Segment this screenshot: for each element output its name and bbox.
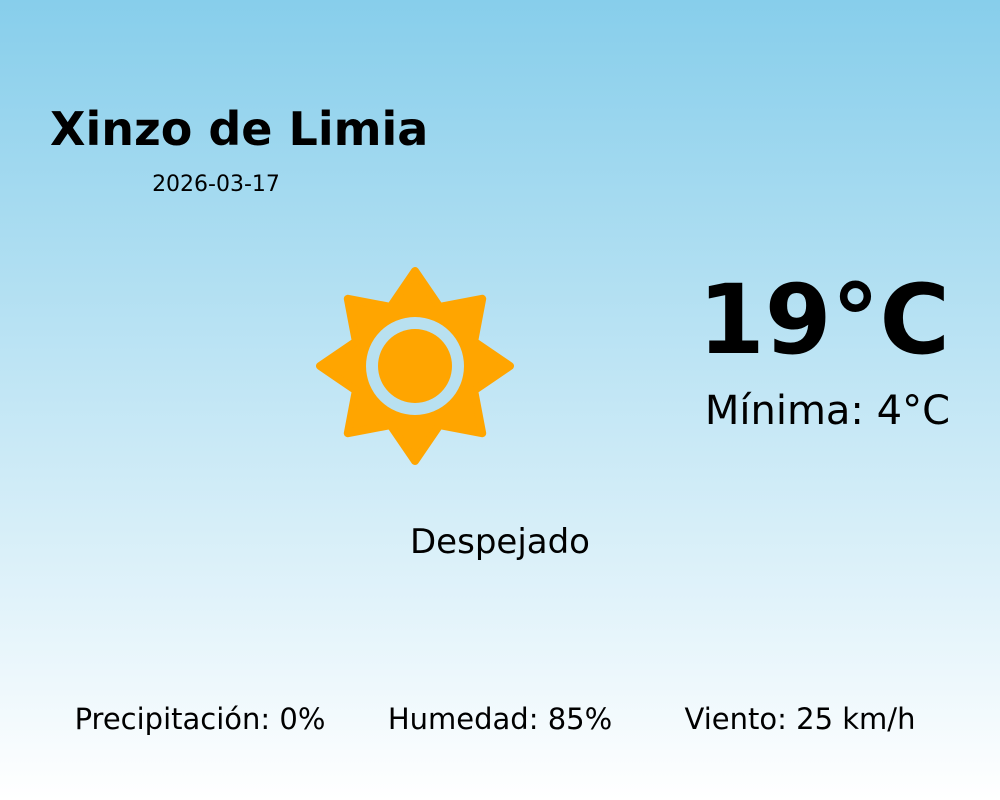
sun-core [378, 329, 452, 403]
city-name: Xinzo de Limia [50, 102, 429, 156]
current-temperature: 19°C [697, 264, 950, 376]
humidity: Humedad: 85% [387, 702, 613, 736]
precipitation: Precipitación: 0% [74, 702, 326, 736]
weather-condition: Despejado [410, 522, 590, 562]
sun-icon [316, 267, 514, 465]
minimum-temperature: Mínima: 4°C [704, 388, 950, 434]
wind: Viento: 25 km/h [684, 702, 916, 736]
forecast-date: 2026-03-17 [152, 172, 280, 197]
